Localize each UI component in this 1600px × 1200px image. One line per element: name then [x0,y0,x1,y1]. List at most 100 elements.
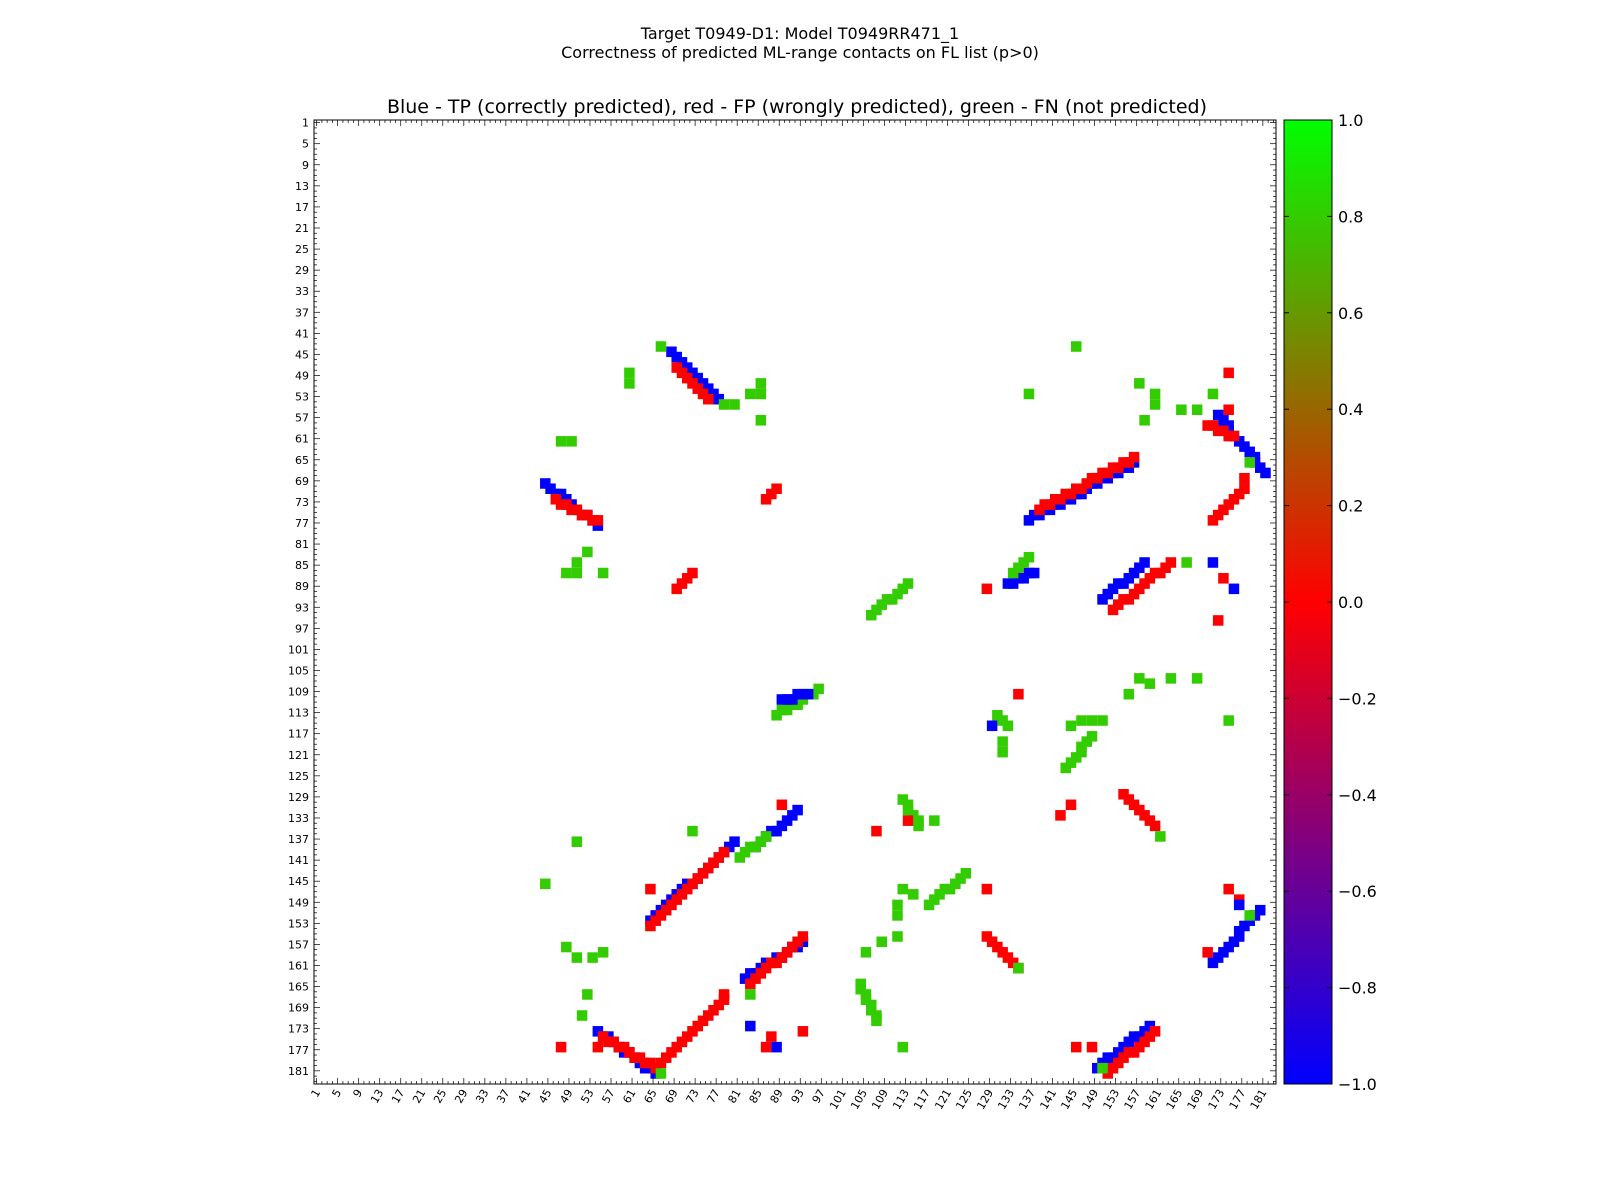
contact-cell-fp [671,1041,682,1053]
x-tick-label: 105 [848,1087,870,1112]
contact-cell-tp [792,941,803,953]
contact-cell-fp [1149,820,1161,832]
contact-cell-fn [860,989,872,1000]
x-tick-label: 129 [974,1087,996,1112]
x-tick-label: 125 [953,1087,975,1112]
contact-cell-fp [676,578,688,589]
contact-cell-tp [745,968,756,979]
contact-cell-tp [1239,441,1250,452]
y-tick-label: 49 [295,369,309,382]
contact-cell-fp [1223,883,1234,895]
y-tick-label: 177 [288,1044,309,1057]
contact-cell-fp [655,910,667,921]
contact-cell-fp [676,367,688,379]
y-tick-label: 73 [295,496,309,509]
contact-cell-tp [776,694,788,705]
contact-cell-fn [1123,688,1135,700]
y-tick-label: 41 [295,327,309,340]
contact-cell-fp [687,1026,698,1037]
contact-cell-fp [666,899,677,911]
contact-cell-fn [566,436,577,447]
contact-cell-tp [1007,578,1019,589]
colorbar [1283,119,1333,1085]
y-tick-label: 169 [288,1002,309,1015]
contact-cell-tp [802,688,814,700]
contact-cell-fp [555,499,567,510]
x-tick-label: 93 [789,1087,807,1106]
contact-cell-fn [1223,715,1234,726]
contact-cell-tp [592,1026,604,1037]
x-tick-label: 33 [473,1087,491,1106]
x-tick-label: 85 [747,1087,765,1106]
contact-cell-fp [576,509,588,521]
colorbar-tick-label: −0.6 [1338,882,1377,901]
x-tick-label: 73 [683,1087,701,1106]
contact-cell-fp [1128,799,1140,811]
contact-cell-fp [1228,430,1240,442]
contact-cell-fn [576,1010,588,1021]
contact-cell-fp [613,1041,625,1053]
contact-cell-fp [1107,462,1119,473]
contact-cell-fp [597,1031,609,1042]
x-tick-label: 121 [932,1087,954,1112]
contact-cell-fn [687,825,698,837]
contact-cell-fn [892,931,903,942]
contact-cell-tp [671,351,682,363]
contact-cell-fn [1149,399,1161,410]
x-tick-label: 49 [557,1087,575,1106]
contact-cell-fp [771,483,782,495]
contact-cell-tp [1128,457,1140,468]
contact-cell-fn [582,546,593,558]
contact-cell-tp [540,478,551,489]
contact-cell-fp [1218,425,1229,437]
contact-cell-fp [1070,1041,1082,1053]
y-tick-label: 89 [295,580,309,593]
contact-cell-fp [771,957,782,969]
contact-cell-fp [1223,367,1234,379]
colorbar-ticks: 1.0 0.8 0.6 0.4 0.2 0.0 −0.2 −0.4 −0.6 −0.8 −1.0 [1284,111,1377,1094]
contact-cell-fp [697,1015,709,1027]
contact-cell-fn [1207,388,1219,400]
contact-cell-fn [1002,720,1014,732]
x-tick-label: 101 [827,1087,849,1112]
contact-cell-fn [1149,388,1161,400]
contact-cell-fn [944,883,956,895]
contact-cell-fn [997,746,1008,758]
figure-title-line1: Target T0949-D1: Model T0949RR471_1 [640,24,960,43]
contact-cell-fn [587,952,598,963]
y-tick-label: 133 [288,812,309,825]
colorbar-tick-label: 0.0 [1338,593,1363,612]
contact-cell-fn [792,699,803,710]
contact-cell-fp [660,904,672,916]
contact-cell-fp [582,509,593,521]
contact-cell-fp [1239,483,1250,495]
x-tick-label: 165 [1164,1087,1186,1112]
x-tick-label: 9 [351,1087,366,1100]
contact-cell-tp [1113,1047,1124,1058]
y-tick-label: 85 [295,559,309,572]
contact-cell-tp [729,836,740,847]
y-tick-label: 33 [295,285,309,298]
contact-cell-fn [745,989,756,1000]
contact-cell-fp [981,883,993,895]
contact-cell-fn [1139,414,1150,426]
contact-cell-fp [645,1057,656,1069]
contact-cell-fp [750,973,761,984]
contact-cell-tp [1144,1020,1156,1032]
contact-cell-tp [771,1041,782,1053]
contact-cell-tp [1092,1062,1103,1074]
contact-cell-fn [876,936,887,948]
contact-cell-fn [1244,910,1255,921]
y-tick-label: 125 [288,770,309,783]
contact-cell-fp [687,378,698,389]
contact-cell-tp [776,820,788,832]
contact-cell-fp [561,499,572,510]
y-tick-label: 101 [288,643,309,656]
contact-cell-tp [1107,583,1119,595]
y-tick-label: 21 [295,222,309,235]
y-tick-label: 9 [302,159,309,172]
contact-cell-fn [913,815,924,826]
contact-cell-fp [760,494,772,505]
y-tick-label: 1 [302,117,309,130]
contact-cell-tp [1023,567,1035,579]
